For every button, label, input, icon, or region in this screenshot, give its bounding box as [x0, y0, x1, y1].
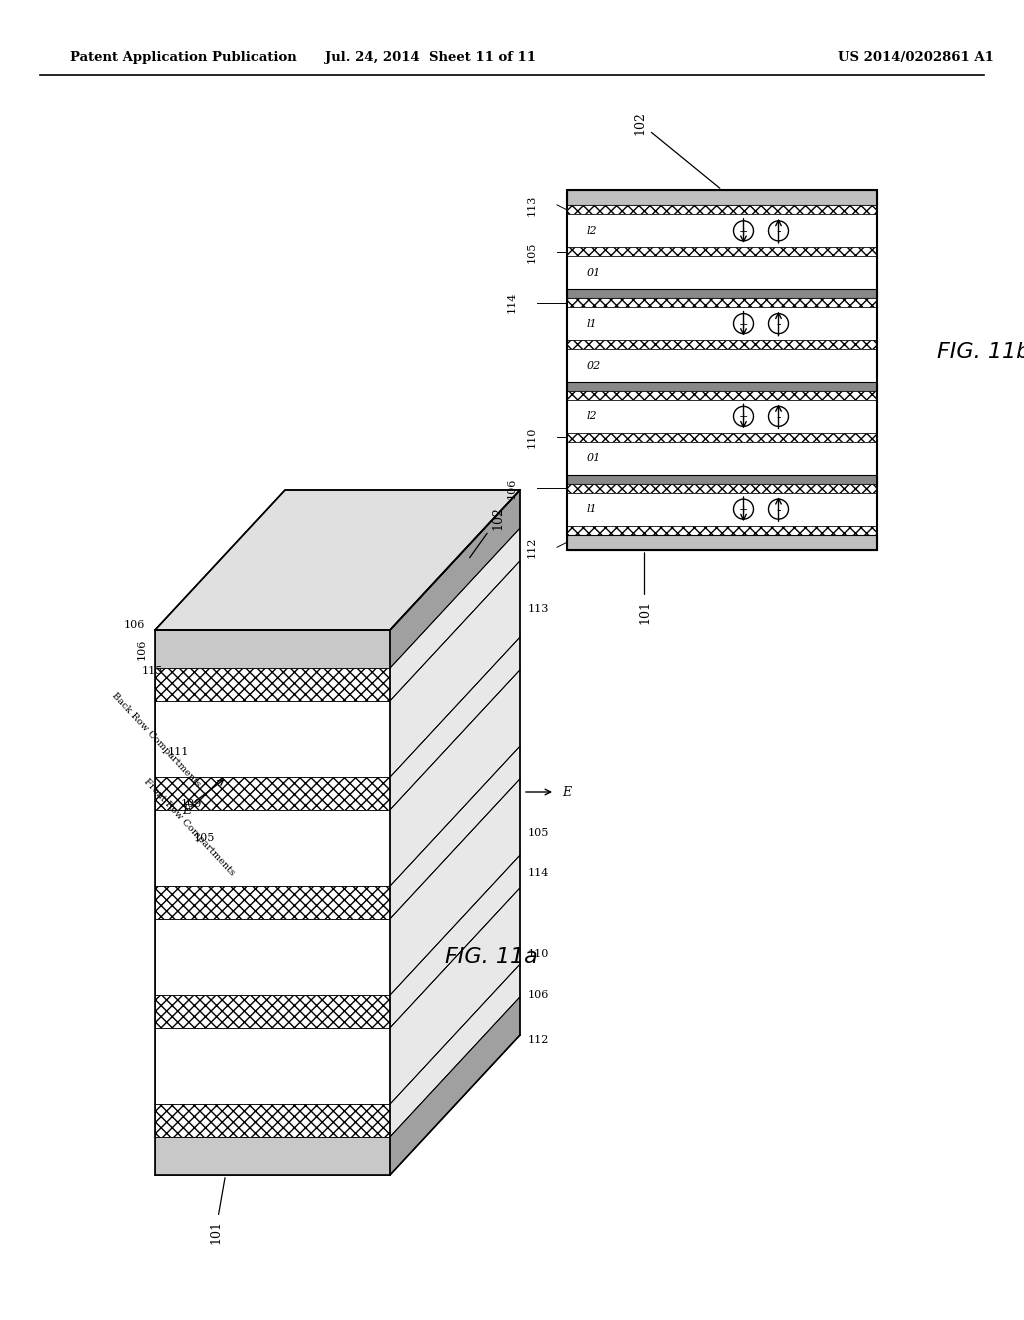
- Bar: [567, 308, 877, 341]
- Polygon shape: [155, 995, 390, 1028]
- Bar: [567, 289, 877, 298]
- Polygon shape: [390, 490, 520, 668]
- Polygon shape: [155, 886, 390, 919]
- Bar: [567, 492, 877, 525]
- Text: 105: 105: [527, 242, 537, 263]
- Text: 114: 114: [528, 869, 549, 878]
- Bar: [567, 442, 877, 475]
- Text: Front Row Compartments: Front Row Compartments: [141, 776, 237, 876]
- Text: Patent Application Publication: Patent Application Publication: [70, 51, 297, 65]
- Polygon shape: [390, 779, 520, 995]
- Text: US 2014/0202861 A1: US 2014/0202861 A1: [838, 51, 994, 65]
- Bar: [567, 483, 877, 492]
- Bar: [567, 190, 877, 550]
- Bar: [567, 525, 877, 535]
- Polygon shape: [155, 668, 390, 701]
- Text: l1: l1: [587, 504, 598, 515]
- Polygon shape: [155, 701, 390, 777]
- Text: FIG. 11a: FIG. 11a: [445, 946, 538, 968]
- Polygon shape: [390, 888, 520, 1104]
- Polygon shape: [155, 1104, 390, 1137]
- Polygon shape: [155, 490, 520, 630]
- Text: -: -: [776, 226, 780, 239]
- Bar: [567, 433, 877, 442]
- Polygon shape: [390, 669, 520, 886]
- Polygon shape: [390, 855, 520, 1028]
- Text: l1: l1: [587, 318, 598, 329]
- Polygon shape: [390, 638, 520, 810]
- Text: 01: 01: [587, 453, 601, 463]
- Text: 112: 112: [528, 1035, 549, 1045]
- Text: 106: 106: [528, 990, 549, 999]
- Text: l2: l2: [587, 412, 598, 421]
- Text: 113: 113: [527, 194, 537, 215]
- Bar: [567, 247, 877, 256]
- Text: 105: 105: [528, 828, 549, 837]
- Bar: [567, 206, 877, 214]
- Bar: [567, 190, 877, 206]
- Bar: [567, 298, 877, 308]
- Polygon shape: [155, 630, 390, 668]
- Text: +: +: [738, 319, 749, 330]
- Text: 106: 106: [137, 639, 147, 660]
- Text: -: -: [776, 318, 780, 331]
- Bar: [567, 383, 877, 391]
- Text: +: +: [738, 506, 749, 515]
- Text: +: +: [738, 412, 749, 422]
- Bar: [567, 256, 877, 289]
- Text: 114: 114: [507, 292, 517, 313]
- Bar: [567, 475, 877, 483]
- Bar: [567, 391, 877, 400]
- Bar: [567, 348, 877, 383]
- Bar: [567, 535, 877, 550]
- Polygon shape: [390, 528, 520, 701]
- Polygon shape: [155, 777, 390, 810]
- Polygon shape: [390, 746, 520, 919]
- Text: 110: 110: [527, 426, 537, 447]
- Polygon shape: [390, 561, 520, 777]
- Text: 101: 101: [209, 1177, 225, 1243]
- Text: 109: 109: [180, 799, 202, 809]
- Bar: [567, 214, 877, 247]
- Text: 106: 106: [124, 620, 145, 630]
- Polygon shape: [155, 810, 390, 886]
- Polygon shape: [155, 1137, 390, 1175]
- Text: 115: 115: [141, 665, 163, 676]
- Text: 102: 102: [634, 111, 720, 189]
- Polygon shape: [155, 919, 390, 995]
- Text: Back Row Compartments: Back Row Compartments: [110, 690, 202, 788]
- Polygon shape: [390, 964, 520, 1137]
- Polygon shape: [390, 997, 520, 1175]
- Text: -: -: [776, 411, 780, 424]
- Text: E: E: [182, 804, 191, 817]
- Polygon shape: [155, 1028, 390, 1104]
- Text: 102: 102: [470, 506, 505, 558]
- Text: 101: 101: [638, 553, 651, 624]
- Text: 02: 02: [587, 360, 601, 371]
- Text: 106: 106: [507, 478, 517, 499]
- Text: 113: 113: [528, 605, 549, 614]
- Text: -: -: [776, 504, 780, 516]
- Text: E: E: [562, 785, 571, 799]
- Text: +: +: [738, 227, 749, 236]
- Text: FIG. 11b: FIG. 11b: [937, 342, 1024, 362]
- Text: 01: 01: [587, 268, 601, 277]
- Bar: [567, 341, 877, 348]
- Text: 111: 111: [168, 747, 189, 756]
- Text: l2: l2: [587, 226, 598, 236]
- Text: 110: 110: [528, 949, 549, 960]
- Text: 112: 112: [527, 537, 537, 558]
- Bar: [567, 400, 877, 433]
- Text: 105: 105: [194, 833, 215, 842]
- Text: Jul. 24, 2014  Sheet 11 of 11: Jul. 24, 2014 Sheet 11 of 11: [325, 51, 536, 65]
